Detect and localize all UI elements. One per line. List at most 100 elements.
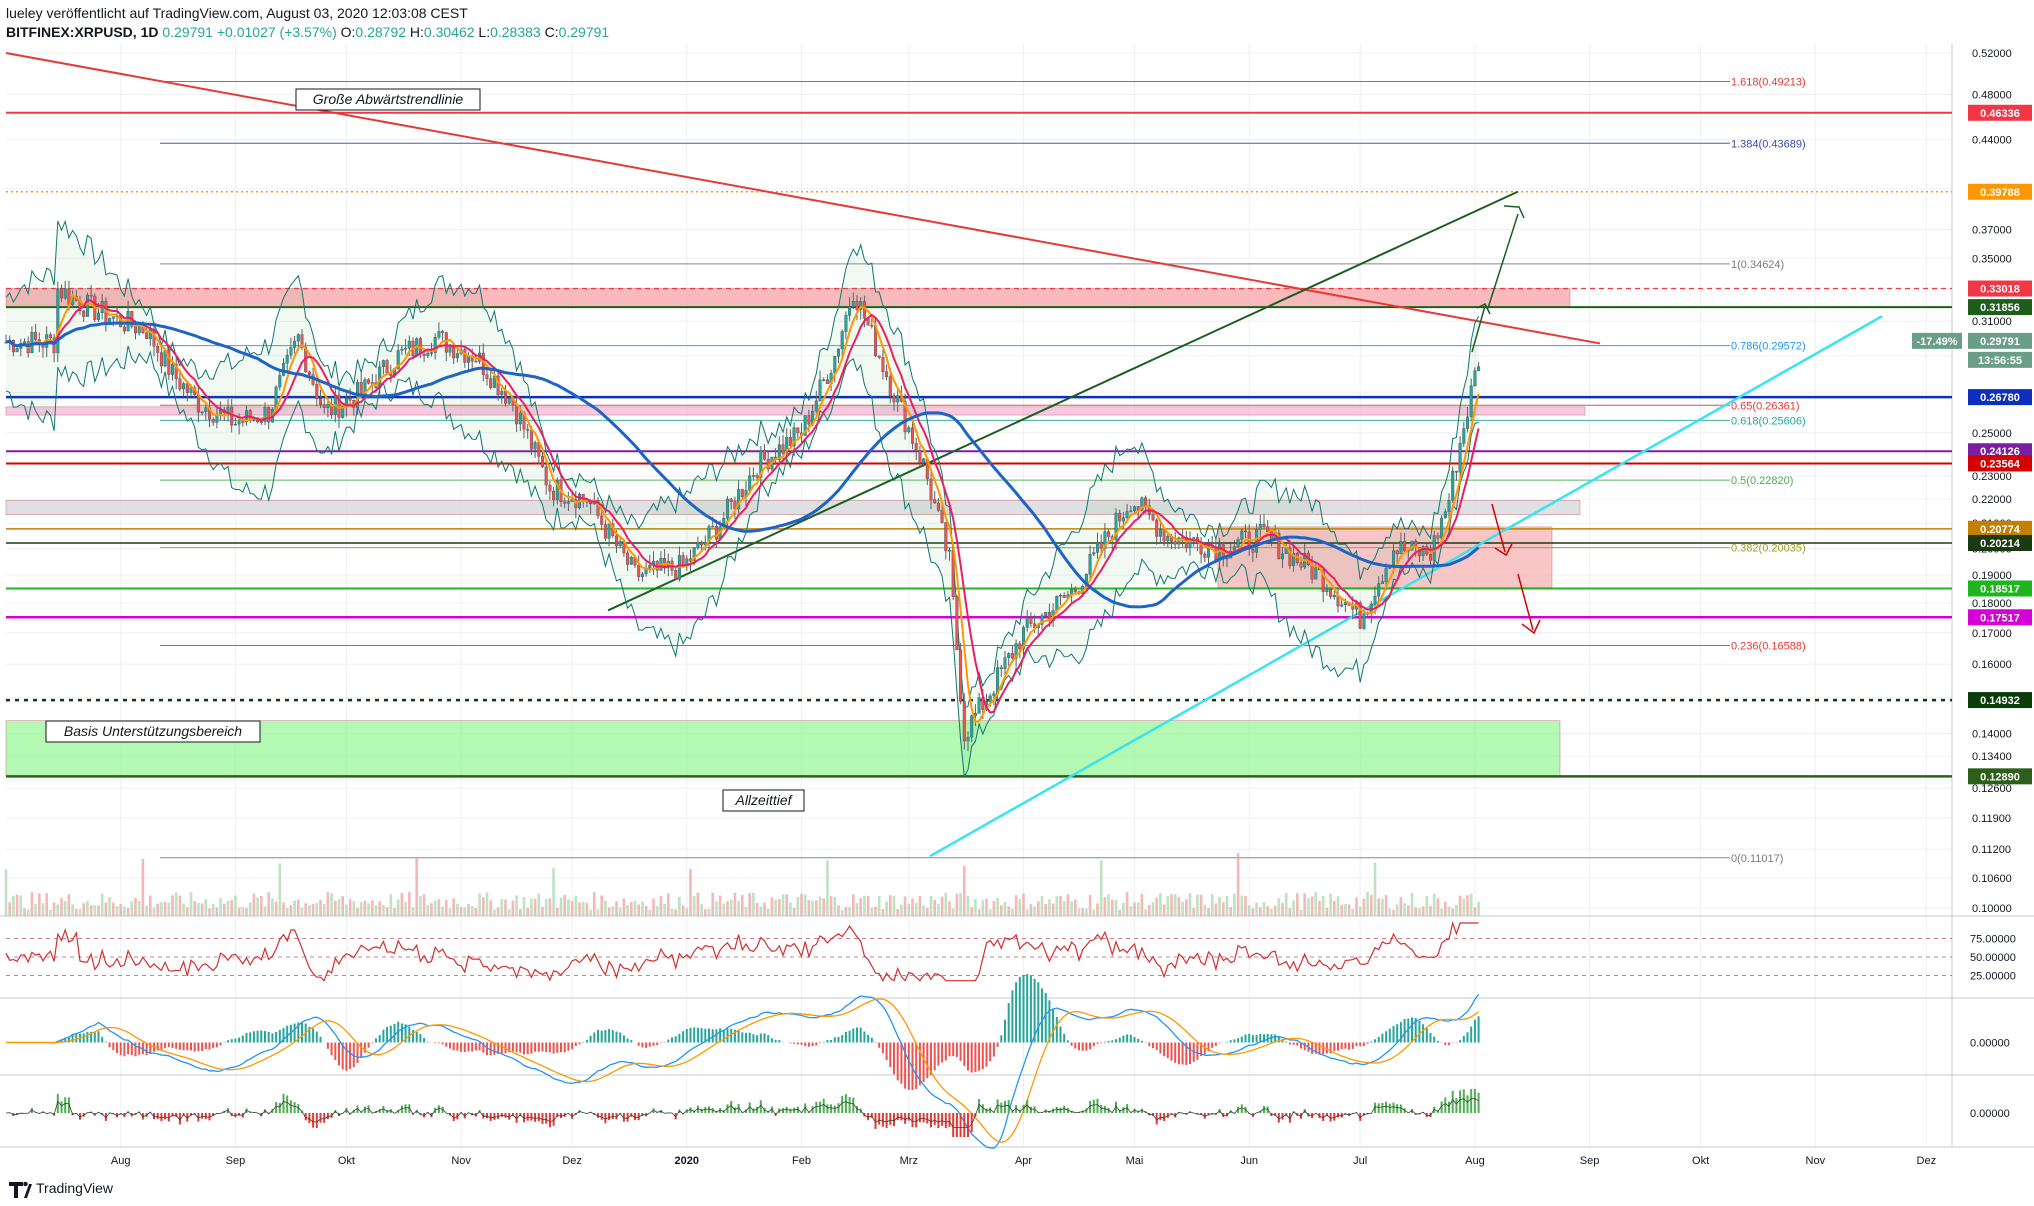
oscillator-bar bbox=[382, 1105, 385, 1113]
volume-bar bbox=[452, 898, 455, 916]
candle-body bbox=[729, 498, 733, 502]
oscillator-bar bbox=[1451, 1090, 1454, 1113]
candle-body bbox=[803, 415, 807, 436]
candle-body bbox=[785, 437, 789, 454]
macd-hist-bar bbox=[308, 1026, 311, 1043]
volume-bar bbox=[393, 907, 396, 916]
price-tick-label: 0.44000 bbox=[1972, 135, 2012, 147]
volume-bar bbox=[667, 893, 670, 916]
candle-body bbox=[600, 515, 604, 525]
candle-body bbox=[988, 695, 992, 702]
oscillator-bar bbox=[948, 1113, 951, 1127]
macd-hist-bar bbox=[101, 1036, 104, 1043]
macd-hist-bar bbox=[60, 1039, 63, 1043]
oscillator-bar bbox=[600, 1113, 603, 1120]
oscillator-bar bbox=[437, 1105, 440, 1113]
macd-hist-bar bbox=[341, 1042, 344, 1070]
candle-body bbox=[1236, 539, 1240, 547]
volume-bar bbox=[652, 898, 655, 916]
volume-bar bbox=[1037, 901, 1040, 916]
volume-bar bbox=[1170, 894, 1173, 916]
macd-hist-bar bbox=[486, 1042, 488, 1056]
volume-bar bbox=[1377, 898, 1380, 916]
time-tick-label: Okt bbox=[1692, 1155, 1709, 1167]
macd-hist-bar bbox=[182, 1042, 185, 1051]
candle-body bbox=[34, 331, 38, 340]
macd-hist-bar bbox=[530, 1042, 533, 1054]
macd-hist-bar bbox=[1340, 1042, 1343, 1050]
macd-hist-bar bbox=[745, 1032, 747, 1043]
oscillator-bar bbox=[626, 1113, 629, 1122]
candle-body bbox=[133, 326, 137, 334]
volume-bar bbox=[1236, 853, 1240, 916]
macd-hist-bar bbox=[471, 1042, 474, 1052]
macd-hist-bar bbox=[1203, 1042, 1206, 1055]
time-tick-label: Nov bbox=[451, 1155, 471, 1167]
oscillator-bar bbox=[1263, 1105, 1265, 1113]
macd-hist-bar bbox=[1444, 1042, 1447, 1045]
oscillator-bar bbox=[985, 1108, 988, 1113]
volume-bar bbox=[141, 858, 145, 916]
volume-bar bbox=[563, 894, 566, 916]
macd-hist-bar bbox=[1000, 1035, 1003, 1043]
candle-body bbox=[922, 458, 926, 464]
oscillator-bar bbox=[1085, 1108, 1088, 1113]
macd-hist-bar bbox=[1192, 1042, 1195, 1062]
fib-label: 0.65(0.26361) bbox=[1731, 400, 1800, 412]
macd-hist-bar bbox=[585, 1039, 588, 1043]
volume-bar bbox=[589, 909, 592, 916]
volume-bar bbox=[1022, 893, 1025, 916]
tradingview-brand[interactable]: TradingView bbox=[36, 1180, 114, 1196]
volume-bar bbox=[741, 895, 744, 916]
volume-bar bbox=[1444, 901, 1447, 916]
candle-body bbox=[955, 596, 959, 651]
oscillator-bar bbox=[708, 1106, 710, 1113]
volume-bar bbox=[1199, 894, 1203, 916]
candle-body bbox=[426, 352, 430, 356]
volume-bar bbox=[581, 901, 585, 916]
volume-bar bbox=[985, 898, 988, 916]
time-tick-label: Dez bbox=[562, 1155, 582, 1167]
volume-bar bbox=[689, 868, 692, 916]
macd-hist-bar bbox=[275, 1032, 278, 1043]
candle-body bbox=[844, 315, 848, 332]
volume-bar bbox=[889, 895, 892, 916]
candle-body bbox=[1399, 541, 1403, 555]
macd-hist-bar bbox=[719, 1028, 722, 1043]
macd-hist-bar bbox=[445, 1042, 448, 1047]
volume-bar bbox=[8, 902, 11, 916]
oscillator-bar bbox=[201, 1113, 204, 1119]
volume-bar bbox=[578, 902, 581, 916]
volume-bar bbox=[485, 892, 489, 916]
macd-hist-bar bbox=[1255, 1034, 1258, 1043]
candle-body bbox=[563, 501, 567, 504]
volume-bar bbox=[1344, 903, 1347, 916]
volume-bar bbox=[519, 908, 522, 916]
macd-hist-bar bbox=[911, 1042, 914, 1091]
volume-bar bbox=[1185, 899, 1188, 916]
macd-hist-bar bbox=[441, 1042, 444, 1045]
macd-hist-bar bbox=[674, 1036, 677, 1043]
trend-lines bbox=[5, 51, 1883, 858]
macd-hist-bar bbox=[1259, 1033, 1262, 1043]
oscillator-bar bbox=[523, 1113, 525, 1123]
macd-hist-bar bbox=[1296, 1042, 1299, 1046]
volume-bar bbox=[408, 892, 411, 916]
macd-hist-bar bbox=[286, 1025, 289, 1043]
volume-bar bbox=[774, 899, 777, 916]
candle-body bbox=[289, 347, 293, 356]
candle-body bbox=[796, 427, 800, 434]
oscillator-bar bbox=[881, 1113, 884, 1127]
volume-bar bbox=[1048, 899, 1051, 916]
macd-hist-bar bbox=[881, 1042, 884, 1054]
macd-hist-bar bbox=[1055, 1016, 1058, 1043]
symbol-name[interactable]: BITFINEX:XRPUSD, 1D bbox=[6, 24, 159, 40]
macd-hist-bar bbox=[996, 1042, 999, 1047]
price-tick-label: 0.31000 bbox=[1972, 316, 2012, 328]
macd-hist-bar bbox=[178, 1042, 181, 1050]
macd-hist-bar bbox=[918, 1042, 921, 1086]
chart-canvas[interactable]: 1.618(0.49213) 1.384(0.43689) 1(0.34624) 0.… bbox=[0, 44, 2034, 1172]
volume-bar bbox=[263, 906, 267, 916]
volume-bar bbox=[948, 901, 951, 916]
volume-bar bbox=[559, 897, 563, 916]
